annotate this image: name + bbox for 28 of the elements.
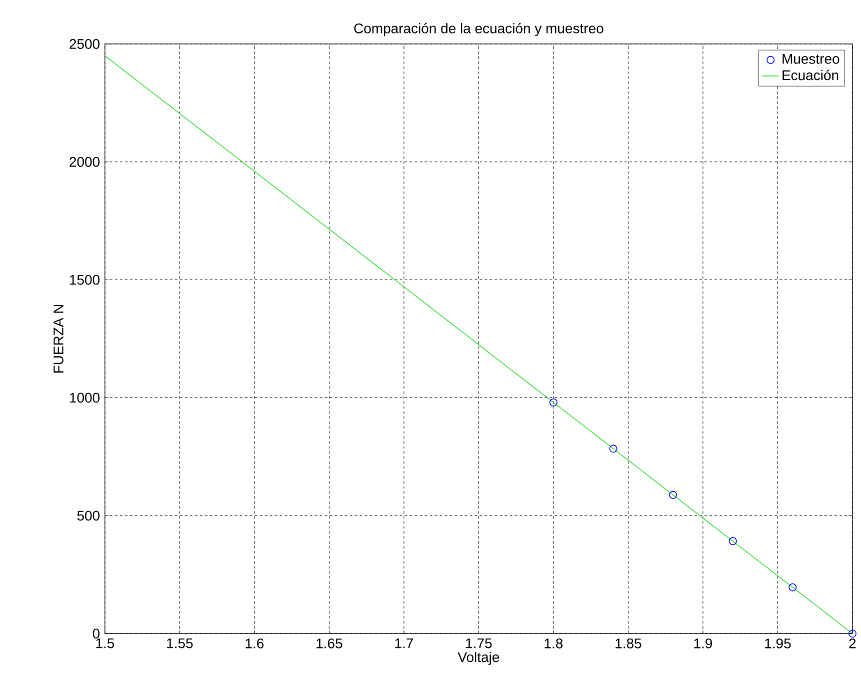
point [609,444,618,453]
point [788,584,797,592]
x-tick-label: 1.85 [616,638,642,649]
y-axis-title: FUERZA N [54,305,64,373]
legend-label: Ecuación [782,70,838,80]
x-tick-label: 1.6 [246,638,264,649]
y-tick-label: 0 [92,628,100,639]
y-tick-label: 500 [77,510,100,521]
x-tick-label: 1.5 [96,638,114,648]
x-tick-label: 1.9 [694,638,712,649]
point [669,491,678,500]
x-tick-label: 1.7 [395,638,413,648]
y-tick-label: 2500 [70,39,100,50]
y-tick-label: 1000 [70,393,100,403]
x-tick-label: 1.55 [167,638,193,648]
legend-label: Muestreo [782,54,840,64]
x-tick-label: 1.95 [765,638,791,649]
chart-title: Comparación de la ecuación y muestreo [354,23,604,36]
x-axis-title: Voltaje [458,652,500,666]
x-tick-label: 1.8 [544,638,563,649]
y-tick-label: 2000 [70,157,100,168]
y-tick-label: 1500 [70,275,100,285]
point [549,398,558,407]
x-tick-label: 2 [849,638,856,648]
x-tick-label: 1.75 [466,638,492,648]
x-tick-label: 1.65 [316,638,342,649]
point [848,630,856,638]
point [728,537,737,546]
